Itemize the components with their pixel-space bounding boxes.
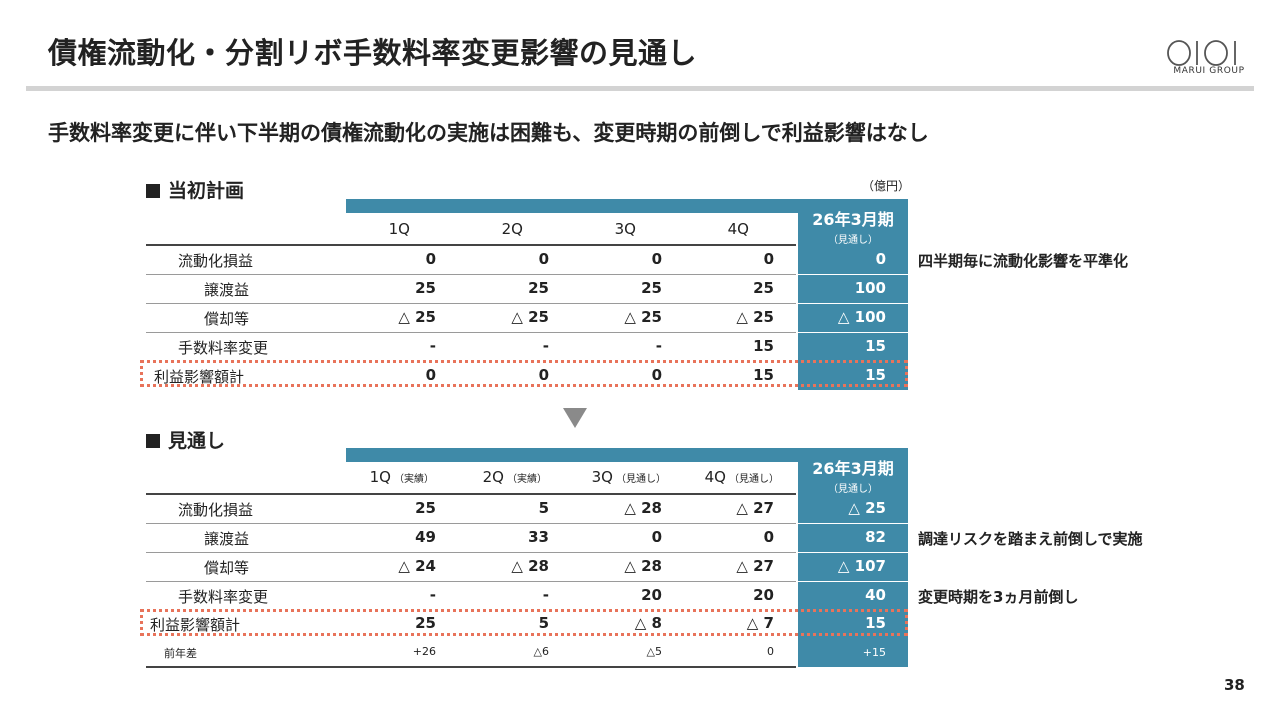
outlook-fy-value-fee-change: 40 — [865, 586, 886, 604]
row-divider — [146, 581, 796, 582]
down-arrow-icon — [563, 408, 587, 428]
row-divider — [146, 523, 796, 524]
outlook-header-band — [346, 448, 798, 462]
outlook-col-2q: 2Q （実績） — [482, 468, 547, 486]
row-divider — [146, 552, 796, 553]
plan-section-label: 当初計画 — [146, 176, 244, 203]
outlook-fy-value-total-impact: 15 — [865, 614, 886, 632]
plan-fy-value-total-impact: 15 — [865, 366, 886, 384]
outlook-fy-column — [798, 494, 908, 667]
outlook-row-fee-change: 手数料率変更 - - 20 20 — [178, 586, 774, 606]
fy-row-divider — [798, 303, 908, 304]
plan-note-securitization: 四半期毎に流動化影響を平準化 — [918, 252, 1129, 270]
plan-header-band — [346, 199, 798, 213]
row-divider — [146, 303, 796, 304]
fy-row-divider — [798, 332, 908, 333]
outlook-fy-value-transfer-gain: 82 — [865, 528, 886, 546]
title-divider — [26, 86, 1254, 91]
plan-row-transfer-gain: 譲渡益 25 25 25 25 — [204, 279, 774, 299]
plan-row-amortization: 償却等 △ 25 △ 25 △ 25 △ 25 — [204, 308, 774, 328]
outlook-row-yoy-change: 前年差 +26 △6 △5 0 — [164, 645, 774, 660]
plan-col-1q: 1Q — [388, 220, 410, 238]
outlook-header-rule — [146, 493, 796, 495]
outlook-fy-note: （見通し） — [828, 484, 878, 495]
outlook-total-highlight-box — [140, 609, 908, 636]
unit-label: （億円） — [862, 179, 911, 193]
plan-fy-column — [798, 245, 908, 390]
plan-header-rule — [146, 244, 796, 246]
plan-fy-label: 26年3月期 — [812, 210, 894, 229]
fy-row-divider — [798, 552, 908, 553]
plan-row-fee-change: 手数料率変更 - - - 15 — [178, 337, 774, 357]
plan-fy-value-securitization: 0 — [875, 250, 886, 268]
outlook-fy-value-securitization: △ 25 — [848, 499, 886, 517]
fy-row-divider — [798, 523, 908, 524]
outlook-note-fee-change: 変更時期を3ヵ月前倒し — [918, 588, 1079, 606]
outlook-section-label: 見通し — [146, 426, 225, 453]
plan-col-2q: 2Q — [501, 220, 523, 238]
outlook-col-4q: 4Q （見通し） — [704, 468, 779, 486]
logo-text: MARUI GROUP — [1173, 66, 1245, 76]
outlook-fy-value-amortization: △ 107 — [837, 557, 886, 575]
page-title: 債権流動化・分割リボ手数料率変更影響の見通し — [48, 36, 698, 70]
fy-row-divider — [798, 274, 908, 275]
outlook-col-3q: 3Q （見通し） — [591, 468, 666, 486]
plan-row-securitization: 流動化損益 0 0 0 0 — [178, 250, 774, 270]
plan-fy-value-fee-change: 15 — [865, 337, 886, 355]
row-divider — [146, 332, 796, 333]
plan-col-3q: 3Q — [614, 220, 636, 238]
outlook-note-transfer-gain: 調達リスクを踏まえ前倒しで実施 — [918, 530, 1143, 548]
outlook-row-amortization: 償却等 △ 24 △ 28 △ 28 △ 27 — [204, 557, 774, 577]
plan-row-total-impact: 利益影響額計 0 0 0 15 — [154, 366, 774, 386]
row-divider — [146, 274, 796, 275]
outlook-row-total-impact: 利益影響額計 25 5 △ 8 △ 7 — [150, 614, 774, 634]
outlook-fy-header: 26年3月期 （見通し） — [798, 448, 908, 495]
square-bullet-icon — [146, 434, 160, 448]
outlook-row-transfer-gain: 譲渡益 49 33 0 0 — [204, 528, 774, 548]
plan-fy-value-transfer-gain: 100 — [854, 279, 886, 297]
plan-col-4q: 4Q — [727, 220, 749, 238]
outlook-col-1q: 1Q （実績） — [369, 468, 434, 486]
outlook-row-securitization: 流動化損益 25 5 △ 28 △ 27 — [178, 499, 774, 519]
fy-row-divider — [798, 581, 908, 582]
plan-fy-header: 26年3月期 （見通し） — [798, 199, 908, 246]
slide-subtitle: 手数料率変更に伴い下半期の債権流動化の実施は困難も、変更時期の前倒しで利益影響は… — [48, 121, 929, 145]
plan-fy-note: （見通し） — [828, 235, 878, 246]
outlook-fy-label: 26年3月期 — [812, 459, 894, 478]
page-number: 38 — [1224, 676, 1245, 694]
square-bullet-icon — [146, 184, 160, 198]
plan-total-highlight-box — [140, 360, 908, 387]
plan-fy-value-amortization: △ 100 — [837, 308, 886, 326]
outlook-bottom-rule — [146, 666, 796, 668]
outlook-fy-value-yoy-change: +15 — [862, 646, 886, 659]
marui-logo-icon — [1167, 40, 1236, 66]
